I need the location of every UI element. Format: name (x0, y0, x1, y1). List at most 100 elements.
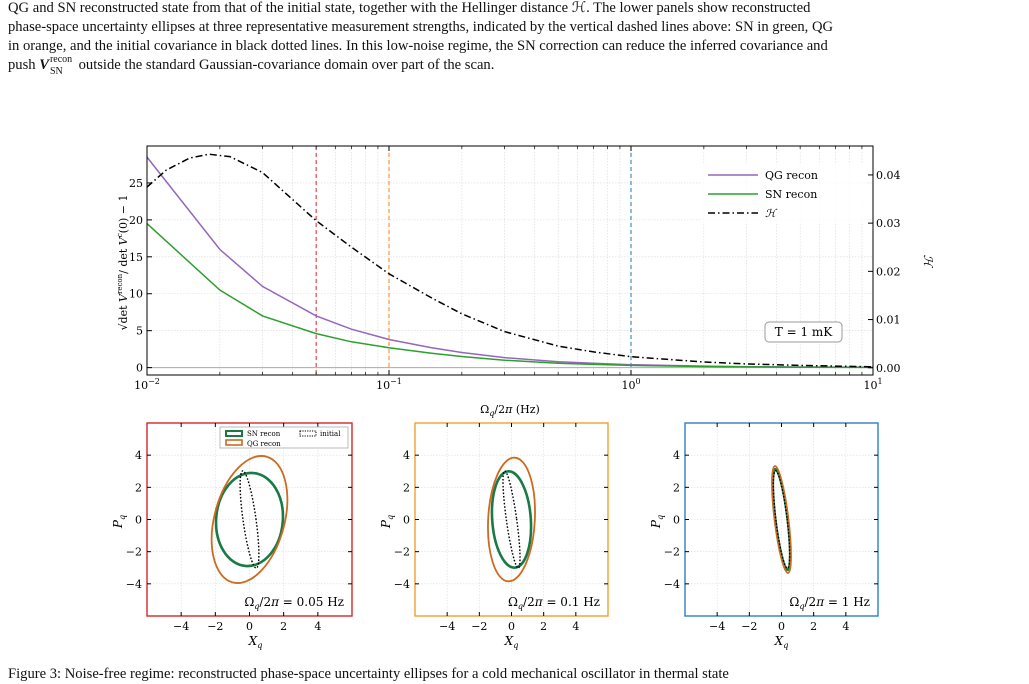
y-axis-label: √det Vrecon/ det Vc(0) − 1 (116, 195, 130, 331)
ellipse-sn-recon (490, 470, 533, 569)
y-tick-label: 2 (135, 481, 142, 494)
panel-annotation: Ωq/2π = 0.1 Hz (508, 595, 600, 611)
y-tick-label: 10 (129, 288, 143, 301)
ellipse-initial (239, 470, 260, 569)
ellipse-sn-recon (771, 467, 792, 572)
legend-label: SN recon (247, 430, 281, 438)
panel-legend-box (219, 426, 349, 449)
legend-swatch (225, 430, 243, 437)
ellipse-panel-left: −4 −2 0 2 4 −4 −2 0 2 4 Xq Pq Ωq/2π = 0.05 Hz SN reco… (111, 422, 353, 650)
ellipse-initial (772, 470, 791, 569)
legend: QG recon SN recon ℋ (702, 164, 866, 222)
x-tick-label: 0 (778, 620, 785, 633)
ellipse-initial (502, 470, 521, 569)
y-tick-label: −2 (126, 546, 142, 559)
x-tick-label: −4 (439, 620, 455, 633)
legend-label: initial (320, 430, 341, 438)
x-tick-label: 4 (572, 620, 579, 633)
y2-axis-label: ℋ (921, 255, 935, 269)
legend-label: SN recon (765, 188, 817, 201)
plot-frame (146, 145, 874, 376)
y-axis-label: Pq (111, 515, 127, 529)
panel-frame (684, 422, 879, 617)
legend-label: QG recon (247, 440, 281, 448)
legend-box (702, 164, 866, 222)
series-line-hellinger (146, 153, 874, 368)
x-tick-label: 2 (540, 620, 547, 633)
ellipse-panel-middle: −4 −2 0 2 4 −4 −2 0 2 4 Xq Pq Ωq/2π = 0.1 Hz (379, 422, 609, 650)
figure-caption-bottom: Figure 3: Noise-free regime: reconstruct… (8, 666, 729, 682)
y-tick-label: 5 (136, 325, 143, 338)
x-tick-label: 2 (280, 620, 287, 633)
ellipse-panel-right: −4 −2 0 2 4 −4 −2 0 2 4 Xq Pq Ωq/2π = 1 Hz (649, 422, 879, 650)
y-axis-label: Pq (379, 515, 395, 529)
y-tick-label: −4 (394, 578, 410, 591)
series-line-qg-recon (146, 156, 874, 369)
y-tick-label: 0 (403, 514, 410, 527)
caption-superscript: recon (49, 54, 73, 65)
x-tick-label: 4 (314, 620, 321, 633)
temperature-annotation: T = 1 mK (764, 321, 843, 343)
y-tick-label: 15 (129, 251, 143, 264)
x-axis-label: Xq (504, 634, 519, 650)
legend-label: ℋ (765, 207, 778, 220)
series-line-sn-recon (146, 223, 874, 369)
panel-frame (414, 422, 609, 617)
x-tick-label: 0 (508, 620, 515, 633)
main-chart: 10−2 10−1 100 101 0 5 10 15 20 25 0.00 0.01 0.02 0.03… (116, 145, 935, 418)
x-tick-label: 101 (863, 377, 882, 392)
y-tick-label: −2 (394, 546, 410, 559)
panel-frame (146, 422, 353, 617)
x-tick-label: 100 (621, 377, 640, 392)
y2-tick-label: 0.04 (876, 169, 901, 182)
ellipse-qg-recon (487, 456, 536, 583)
x-tick-label: −4 (709, 620, 725, 633)
y-tick-label: 0 (135, 514, 142, 527)
x-tick-label: −2 (471, 620, 487, 633)
y-tick-label: 0 (136, 362, 143, 375)
x-tick-label: 10−2 (134, 377, 160, 392)
annotation-box (764, 321, 843, 343)
x-tick-label: 2 (810, 620, 817, 633)
caption-text: push (8, 57, 40, 73)
legend-swatch (299, 430, 317, 437)
panel-legend: SN recon QG recon initial (219, 426, 349, 449)
caption-line: phase-space uncertainty ellipses at thre… (8, 19, 834, 35)
figure-caption-top: QG and SN reconstructed state from that … (8, 0, 1021, 77)
caption-subscript: SN (49, 66, 63, 77)
y-tick-label: 0 (673, 514, 680, 527)
x-tick-label: −2 (207, 620, 223, 633)
x-tick-label: 4 (842, 620, 849, 633)
y-tick-label: −2 (664, 546, 680, 559)
y-tick-label: 2 (403, 481, 410, 494)
y2-tick-label: 0.00 (876, 362, 901, 375)
y2-tick-label: 0.02 (876, 265, 901, 278)
y-tick-label: 25 (129, 177, 143, 190)
y-tick-label: 4 (403, 449, 410, 462)
x-tick-label: −4 (173, 620, 189, 633)
panel-annotation: Ωq/2π = 0.05 Hz (244, 595, 344, 611)
annotation-text: T = 1 mK (775, 325, 834, 339)
caption-line: in orange, and the initial covariance in… (8, 38, 828, 54)
legend-swatch (225, 439, 243, 446)
y-tick-label: −4 (126, 578, 142, 591)
y2-tick-label: 0.03 (876, 217, 901, 230)
y-tick-label: 2 (673, 481, 680, 494)
y-tick-label: 4 (135, 449, 142, 462)
panel-annotation: Ωq/2π = 1 Hz (789, 595, 870, 611)
ellipse-qg-recon (210, 455, 289, 584)
caption-symbol: V (39, 57, 49, 73)
y-tick-label: 4 (673, 449, 680, 462)
y-tick-label: 20 (129, 214, 143, 227)
legend-label: QG recon (765, 169, 818, 182)
y2-tick-label: 0.01 (876, 314, 901, 327)
y-axis-label: Pq (649, 515, 665, 529)
x-axis-label: Xq (774, 634, 789, 650)
y-tick-label: −4 (664, 578, 680, 591)
ellipse-qg-recon (771, 465, 792, 574)
x-axis-label: Ωq/2π (Hz) (480, 403, 540, 418)
x-axis-label: Xq (248, 634, 263, 650)
ellipse-sn-recon (214, 471, 285, 568)
